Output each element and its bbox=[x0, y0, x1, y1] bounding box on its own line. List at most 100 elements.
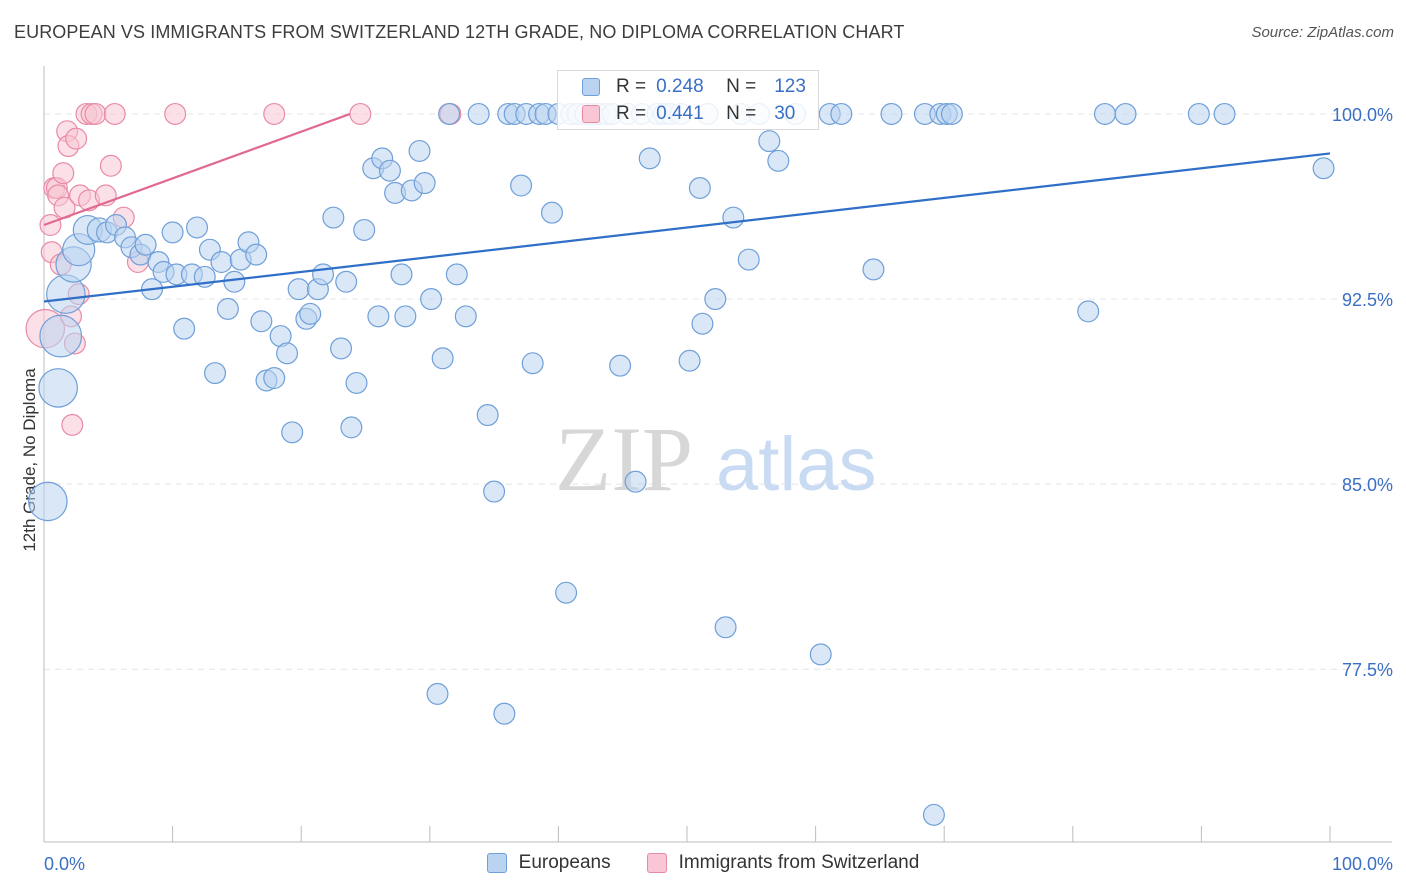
gridlines bbox=[44, 113, 1392, 670]
europeans-points bbox=[28, 102, 1335, 826]
source-label: Source: ZipAtlas.com bbox=[1251, 24, 1394, 41]
swiss-point bbox=[65, 127, 88, 150]
europeans-point bbox=[134, 233, 157, 256]
stats-legend: R = 0.248 N = 123 R = 0.441 N = 30 bbox=[557, 70, 819, 130]
europeans-point bbox=[678, 349, 701, 372]
swiss-point bbox=[164, 102, 187, 125]
legend-item-europeans[interactable]: Europeans bbox=[486, 852, 611, 874]
europeans-point bbox=[173, 317, 196, 340]
europeans-point bbox=[688, 176, 711, 199]
europeans-point bbox=[281, 421, 304, 444]
europeans-point bbox=[483, 480, 506, 503]
europeans-point bbox=[624, 470, 647, 493]
europeans-point bbox=[476, 404, 499, 427]
swiss-point bbox=[61, 413, 84, 436]
europeans-swatch bbox=[582, 78, 600, 96]
swiss-point bbox=[99, 154, 122, 177]
europeans-point bbox=[353, 218, 376, 241]
europeans-point bbox=[322, 206, 345, 229]
watermark: ZIP atlas bbox=[555, 408, 877, 510]
europeans-point bbox=[758, 130, 781, 153]
swiss-trend-line bbox=[43, 112, 351, 227]
europeans-legend-swatch bbox=[486, 853, 507, 873]
europeans-point bbox=[521, 352, 544, 375]
europeans-point bbox=[609, 354, 632, 377]
europeans-point bbox=[704, 288, 727, 311]
europeans-point bbox=[714, 616, 737, 639]
n-label: N = bbox=[726, 103, 757, 124]
europeans-point bbox=[276, 342, 299, 365]
europeans-point bbox=[737, 248, 760, 271]
europeans-point bbox=[299, 302, 322, 325]
r-label: R = bbox=[616, 103, 647, 124]
r-label: R = bbox=[616, 76, 647, 97]
legend-row-europeans: R = 0.248 N = 123 bbox=[582, 74, 806, 100]
europeans-point bbox=[940, 102, 963, 125]
europeans-point bbox=[335, 270, 358, 293]
swiss-point bbox=[52, 162, 75, 185]
europeans-point bbox=[922, 803, 945, 826]
europeans-point bbox=[223, 270, 246, 293]
trend-lines bbox=[43, 112, 1331, 303]
x-tick-label-min: 0.0% bbox=[44, 854, 85, 874]
europeans-point bbox=[467, 102, 490, 125]
chart-title: EUROPEAN VS IMMIGRANTS FROM SWITZERLAND … bbox=[14, 22, 905, 42]
europeans-point bbox=[809, 643, 832, 666]
swiss-point bbox=[103, 102, 126, 125]
series-legend: Europeans Immigrants from Switzerland bbox=[0, 852, 1406, 874]
europeans-point bbox=[420, 288, 443, 311]
europeans-point bbox=[880, 102, 903, 125]
x-tick-label-max: 100.0% bbox=[1332, 854, 1393, 874]
europeans-point bbox=[161, 221, 184, 244]
europeans-point bbox=[1093, 102, 1116, 125]
europeans-point bbox=[216, 297, 239, 320]
europeans-point bbox=[394, 305, 417, 328]
europeans-point bbox=[1213, 102, 1236, 125]
legend-item-swiss[interactable]: Immigrants from Switzerland bbox=[646, 852, 920, 874]
europeans-point bbox=[245, 243, 268, 266]
watermark-atlas: atlas bbox=[716, 422, 877, 507]
europeans-point bbox=[38, 368, 78, 408]
europeans-point bbox=[426, 682, 449, 705]
watermark-zip: ZIP bbox=[555, 408, 693, 510]
y-tick-label: 85.0% bbox=[1342, 475, 1393, 495]
europeans-point bbox=[39, 314, 83, 358]
swiss-legend-label: Immigrants from Switzerland bbox=[678, 852, 920, 873]
y-tick-label: 77.5% bbox=[1342, 660, 1393, 680]
europeans-point bbox=[1077, 300, 1100, 323]
europeans-point bbox=[445, 263, 468, 286]
europeans-point bbox=[408, 139, 431, 162]
europeans-point bbox=[345, 371, 368, 394]
europeans-point bbox=[438, 102, 461, 125]
swiss-point bbox=[84, 102, 107, 125]
europeans-point bbox=[330, 337, 353, 360]
n-label: N = bbox=[726, 76, 757, 97]
swiss-swatch bbox=[582, 105, 600, 123]
europeans-trend-line bbox=[43, 152, 1331, 303]
europeans-point bbox=[431, 347, 454, 370]
europeans-point bbox=[413, 172, 436, 195]
europeans-point bbox=[510, 174, 533, 197]
europeans-point bbox=[1312, 157, 1335, 180]
europeans-point bbox=[1114, 102, 1137, 125]
europeans-point bbox=[540, 201, 563, 224]
europeans-point bbox=[830, 102, 853, 125]
y-tick-label: 92.5% bbox=[1342, 290, 1393, 310]
europeans-point bbox=[250, 310, 273, 333]
europeans-point bbox=[390, 263, 413, 286]
europeans-point bbox=[312, 263, 335, 286]
europeans-point bbox=[691, 312, 714, 335]
europeans-n-value: 123 bbox=[774, 76, 806, 97]
tick-labels: 100.0% 92.5% 85.0% 77.5% 0.0% 100.0% bbox=[44, 105, 1393, 874]
europeans-point bbox=[367, 305, 390, 328]
europeans-point bbox=[493, 702, 516, 725]
swiss-point bbox=[349, 102, 372, 125]
europeans-point bbox=[1187, 102, 1210, 125]
europeans-point bbox=[555, 581, 578, 604]
europeans-point bbox=[767, 149, 790, 172]
swiss-n-value: 30 bbox=[774, 103, 796, 124]
europeans-point bbox=[454, 305, 477, 328]
europeans-legend-label: Europeans bbox=[518, 852, 611, 873]
europeans-point bbox=[862, 258, 885, 281]
